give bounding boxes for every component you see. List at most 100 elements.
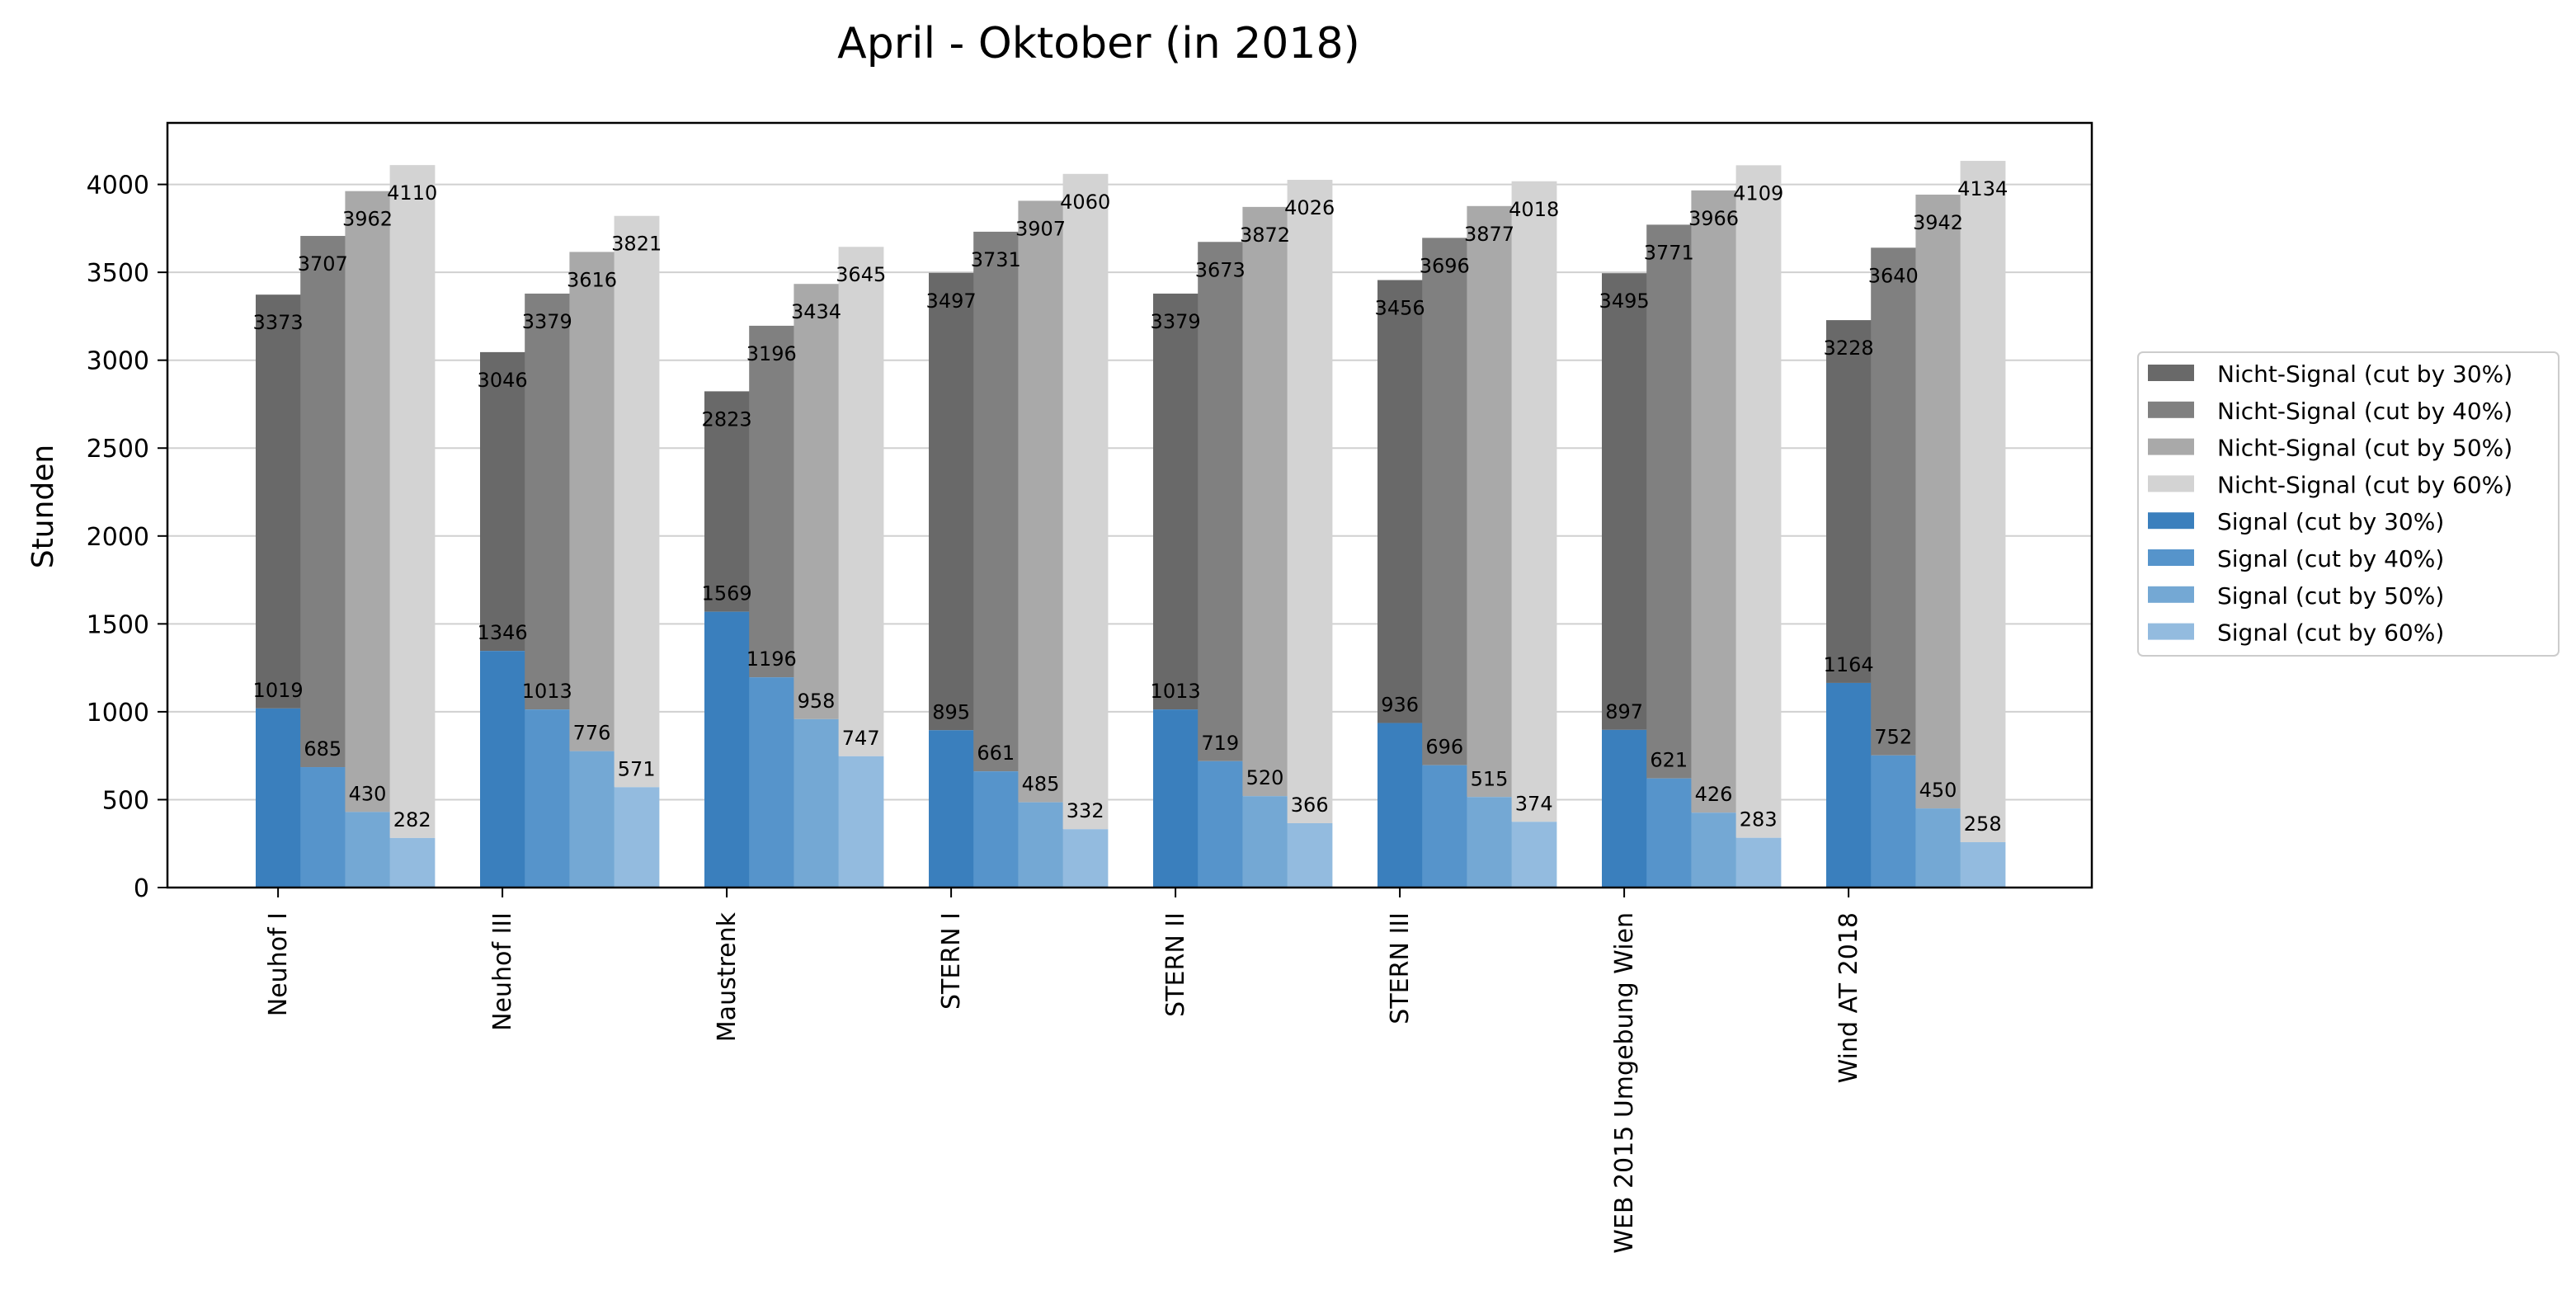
data-label-nicht-signal: 3616 (567, 268, 617, 291)
bar-nicht-signal (1018, 200, 1064, 803)
bar-signal (1511, 822, 1557, 888)
bar-signal (389, 837, 436, 888)
data-label-signal: 897 (1605, 700, 1643, 723)
legend-swatch (2148, 438, 2194, 455)
data-label-signal: 426 (1695, 783, 1733, 806)
data-label-nicht-signal: 3696 (1420, 254, 1470, 277)
bar-signal (973, 771, 1019, 888)
data-label-signal: 1196 (746, 648, 797, 671)
legend-swatch (2148, 549, 2194, 566)
legend-swatch (2148, 586, 2194, 603)
bar-signal (480, 651, 525, 888)
bar-signal (1915, 808, 1961, 888)
data-label-signal: 430 (349, 782, 387, 805)
data-label-signal: 696 (1425, 736, 1463, 759)
bar-nicht-signal (1960, 161, 2006, 843)
bar-nicht-signal (480, 351, 525, 652)
y-tick-label: 2500 (87, 435, 149, 464)
data-label-signal: 621 (1650, 749, 1688, 772)
x-tick-label: Maustrenk (713, 911, 742, 1042)
bar-nicht-signal (1826, 320, 1872, 683)
data-label-signal: 661 (977, 742, 1015, 765)
bar-signal (838, 756, 884, 888)
data-label-nicht-signal: 3456 (1375, 297, 1425, 320)
y-tick-label: 1000 (87, 699, 149, 728)
bar-signal (1242, 796, 1288, 888)
data-labels: 3373 1019 3707 685 3962 430 4110 282 3046 1346 337… (253, 177, 2009, 836)
y-tick-label: 2000 (87, 523, 149, 552)
bar-nicht-signal (1422, 238, 1467, 765)
bar-signal (1826, 682, 1872, 888)
bar-nicht-signal (1153, 293, 1199, 710)
bar-nicht-signal (614, 215, 660, 788)
data-label-signal: 366 (1291, 794, 1329, 817)
y-tick-label: 1500 (87, 610, 149, 639)
bar-signal (1871, 755, 1916, 888)
legend-frame (2137, 351, 2560, 657)
data-label-signal: 258 (1964, 812, 2002, 836)
legend-label: Signal (cut by 60%) (2217, 619, 2444, 647)
bar-nicht-signal (1915, 194, 1961, 809)
bar-nicht-signal (929, 272, 974, 731)
data-label-signal: 719 (1201, 732, 1239, 755)
data-label-nicht-signal: 3196 (746, 342, 797, 365)
y-tick-label: 4000 (87, 172, 149, 200)
data-label-signal: 895 (932, 700, 970, 723)
bars (256, 161, 2006, 888)
x-axis: Neuhof I Neuhof III Maustrenk STERN I STERN … (264, 888, 1863, 1254)
legend-swatch (2148, 623, 2194, 640)
data-label-nicht-signal: 2823 (702, 407, 752, 431)
data-label-signal: 752 (1874, 726, 1912, 749)
data-label-signal: 485 (1022, 773, 1060, 796)
data-label-nicht-signal: 3942 (1913, 211, 1963, 234)
data-label-nicht-signal: 4018 (1509, 198, 1559, 221)
bar-nicht-signal (1377, 280, 1423, 723)
data-label-signal: 1013 (522, 680, 572, 703)
x-tick-label: Neuhof I (264, 912, 293, 1016)
legend-label: Signal (cut by 40%) (2217, 545, 2444, 572)
data-label-nicht-signal: 3962 (342, 208, 393, 231)
bar-signal (569, 751, 615, 888)
bar-nicht-signal (973, 231, 1019, 772)
legend-label: Nicht-Signal (cut by 40%) (2217, 398, 2512, 425)
bar-signal (1018, 802, 1064, 888)
bar-signal (525, 709, 570, 888)
bar-nicht-signal (1467, 205, 1513, 798)
x-tick-label: Wind AT 2018 (1834, 912, 1863, 1083)
data-label-signal: 571 (618, 757, 656, 780)
legend-label: Signal (cut by 30%) (2217, 508, 2444, 535)
bar-signal (1467, 797, 1513, 888)
data-label-signal: 515 (1471, 767, 1509, 790)
bar-nicht-signal (1691, 190, 1737, 813)
bar-signal (1198, 761, 1243, 888)
data-label-nicht-signal: 3877 (1464, 223, 1514, 246)
bar-signal (1646, 778, 1692, 888)
data-label-signal: 685 (304, 737, 341, 761)
data-label-nicht-signal: 3645 (836, 263, 886, 286)
bar-nicht-signal (1602, 273, 1647, 730)
bar-signal (929, 730, 974, 888)
bar-nicht-signal (794, 284, 840, 719)
x-tick-label: WEB 2015 Umgebung Wien (1610, 912, 1639, 1254)
bar-nicht-signal (1287, 180, 1333, 824)
bar-nicht-signal (1511, 181, 1557, 822)
legend-swatch (2148, 365, 2194, 381)
bar-signal (1062, 829, 1109, 888)
x-tick-label: STERN I (937, 912, 966, 1010)
bar-nicht-signal (525, 293, 570, 710)
data-label-signal: 332 (1067, 799, 1104, 822)
y-tick-label: 500 (102, 786, 149, 815)
data-label-signal: 520 (1246, 766, 1284, 789)
bar-nicht-signal (1646, 224, 1692, 779)
bar-signal (1735, 837, 1782, 888)
data-label-signal: 1019 (253, 679, 304, 702)
y-tick-label: 3000 (87, 347, 149, 376)
data-label-nicht-signal: 3966 (1688, 207, 1739, 230)
data-label-nicht-signal: 3731 (971, 248, 1021, 271)
data-label-nicht-signal: 3373 (253, 311, 304, 334)
data-label-signal: 958 (798, 690, 836, 713)
data-label-nicht-signal: 4026 (1284, 196, 1335, 219)
data-label-nicht-signal: 3434 (791, 300, 841, 323)
data-label-signal: 282 (393, 808, 431, 831)
bar-signal (614, 787, 660, 888)
